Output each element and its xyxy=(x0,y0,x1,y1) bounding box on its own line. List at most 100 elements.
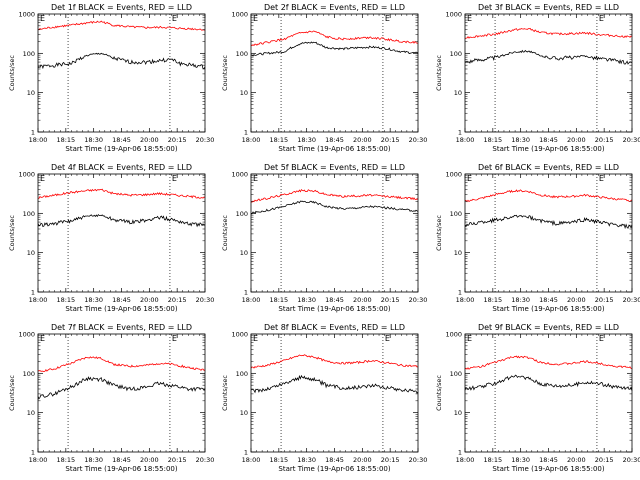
events-series-line xyxy=(250,41,419,57)
x-tick-label: 20:00 xyxy=(140,136,159,144)
y-tick-label: 1000 xyxy=(231,11,248,19)
x-axis-label: Start Time (19-Apr-06 18:55:00) xyxy=(65,465,177,473)
x-tick-label: 18:45 xyxy=(112,296,131,304)
y-tick-label: 100 xyxy=(450,370,462,378)
plot-frame xyxy=(464,333,633,453)
panel-9: Det 9f BLACK = Events, RED = LLD E E 1 10 100… xyxy=(435,323,640,473)
y-axis-label: Counts/sec xyxy=(435,215,443,251)
x-tick-label: 18:15 xyxy=(483,136,502,144)
lld-series-line xyxy=(250,30,419,47)
x-tick-label: 18:15 xyxy=(56,456,75,464)
event-marker-label: E xyxy=(172,334,177,343)
x-axis-label: Start Time (19-Apr-06 18:55:00) xyxy=(65,145,177,153)
x-tick-label: 20:30 xyxy=(623,296,640,304)
x-axis-label: Start Time (19-Apr-06 18:55:00) xyxy=(492,145,604,153)
x-tick-label: 18:30 xyxy=(297,456,316,464)
x-tick-label: 20:15 xyxy=(595,456,614,464)
x-axis-label: Start Time (19-Apr-06 18:55:00) xyxy=(492,465,604,473)
x-tick-label: 20:30 xyxy=(196,136,215,144)
x-axis-label: Start Time (19-Apr-06 18:55:00) xyxy=(278,305,390,313)
y-tick-label: 1 xyxy=(31,129,35,137)
y-tick-label: 100 xyxy=(236,210,248,218)
panel-title: Det 5f BLACK = Events, RED = LLD xyxy=(264,163,405,172)
x-tick-label: 20:30 xyxy=(409,136,428,144)
y-tick-label: 10 xyxy=(454,249,462,257)
events-series-line xyxy=(464,214,633,230)
events-series-line xyxy=(250,374,419,394)
plot-frame xyxy=(250,333,419,453)
x-tick-label: 18:45 xyxy=(325,296,344,304)
panel-6: Det 6f BLACK = Events, RED = LLD E E 1 10 100… xyxy=(435,163,640,313)
y-tick-label: 1000 xyxy=(18,11,35,19)
x-tick-label: 18:15 xyxy=(269,296,288,304)
x-tick-label: 20:15 xyxy=(381,456,400,464)
event-marker-label: E xyxy=(599,14,604,23)
event-marker-label: E xyxy=(599,334,604,343)
x-tick-label: 20:30 xyxy=(623,136,640,144)
panel-title: Det 7f BLACK = Events, RED = LLD xyxy=(51,323,192,332)
x-tick-label: 20:30 xyxy=(409,456,428,464)
x-tick-label: 20:00 xyxy=(353,456,372,464)
y-tick-label: 100 xyxy=(23,50,35,58)
panel-4: Det 4f BLACK = Events, RED = LLD E E 1 10 100… xyxy=(8,163,214,313)
panel-8: Det 8f BLACK = Events, RED = LLD E E 1 10 100… xyxy=(221,323,427,473)
x-tick-label: 18:30 xyxy=(511,136,530,144)
panel-title: Det 4f BLACK = Events, RED = LLD xyxy=(51,163,192,172)
x-tick-label: 20:15 xyxy=(381,136,400,144)
y-tick-label: 10 xyxy=(454,89,462,97)
y-tick-label: 1000 xyxy=(18,331,35,339)
x-tick-label: 18:45 xyxy=(325,136,344,144)
x-tick-label: 18:45 xyxy=(325,456,344,464)
plot-frame xyxy=(37,173,206,293)
x-tick-label: 18:45 xyxy=(112,136,131,144)
y-tick-label: 1000 xyxy=(445,331,462,339)
x-tick-label: 18:00 xyxy=(29,456,48,464)
event-marker-label: E xyxy=(385,14,390,23)
panel-7: Det 7f BLACK = Events, RED = LLD E E 1 10 100… xyxy=(8,323,214,473)
event-marker-label: E xyxy=(253,174,258,183)
lld-series-line xyxy=(250,188,419,203)
y-axis-label: Counts/sec xyxy=(8,215,16,251)
y-tick-label: 1 xyxy=(31,289,35,297)
x-tick-label: 20:00 xyxy=(353,296,372,304)
event-marker-label: E xyxy=(467,14,472,23)
events-series-line xyxy=(37,376,206,400)
y-axis-label: Counts/sec xyxy=(8,55,16,91)
y-tick-label: 1000 xyxy=(231,331,248,339)
events-series-line xyxy=(464,49,633,65)
event-marker-label: E xyxy=(40,174,45,183)
x-tick-label: 18:30 xyxy=(297,136,316,144)
x-tick-label: 20:00 xyxy=(567,296,586,304)
panel-3: Det 3f BLACK = Events, RED = LLD E E 1 10 100… xyxy=(435,3,640,153)
x-tick-label: 20:30 xyxy=(409,296,428,304)
y-axis-label: Counts/sec xyxy=(221,55,229,91)
event-marker-label: E xyxy=(253,334,258,343)
x-tick-label: 20:15 xyxy=(381,296,400,304)
x-tick-label: 20:00 xyxy=(140,456,159,464)
y-tick-label: 1000 xyxy=(445,11,462,19)
events-series-line xyxy=(37,213,206,228)
x-tick-label: 18:30 xyxy=(84,456,103,464)
x-tick-label: 18:45 xyxy=(112,456,131,464)
x-tick-label: 18:00 xyxy=(242,136,261,144)
x-tick-label: 20:30 xyxy=(196,296,215,304)
x-axis-label: Start Time (19-Apr-06 18:55:00) xyxy=(278,145,390,153)
panel-title: Det 9f BLACK = Events, RED = LLD xyxy=(478,323,619,332)
lld-series-line xyxy=(37,188,206,199)
y-axis-label: Counts/sec xyxy=(8,375,16,411)
y-tick-label: 1 xyxy=(458,289,462,297)
x-tick-label: 18:45 xyxy=(539,136,558,144)
x-tick-label: 20:30 xyxy=(623,456,640,464)
y-axis-label: Counts/sec xyxy=(221,375,229,411)
events-series-line xyxy=(464,374,633,392)
y-tick-label: 1 xyxy=(244,289,248,297)
event-marker-label: E xyxy=(172,14,177,23)
event-marker-label: E xyxy=(40,334,45,343)
y-tick-label: 1 xyxy=(244,129,248,137)
y-tick-label: 100 xyxy=(236,370,248,378)
plot-frame xyxy=(250,173,419,293)
y-tick-label: 100 xyxy=(236,50,248,58)
x-tick-label: 18:00 xyxy=(456,136,475,144)
panel-5: Det 5f BLACK = Events, RED = LLD E E 1 10 100… xyxy=(221,163,427,313)
x-axis-label: Start Time (19-Apr-06 18:55:00) xyxy=(278,465,390,473)
